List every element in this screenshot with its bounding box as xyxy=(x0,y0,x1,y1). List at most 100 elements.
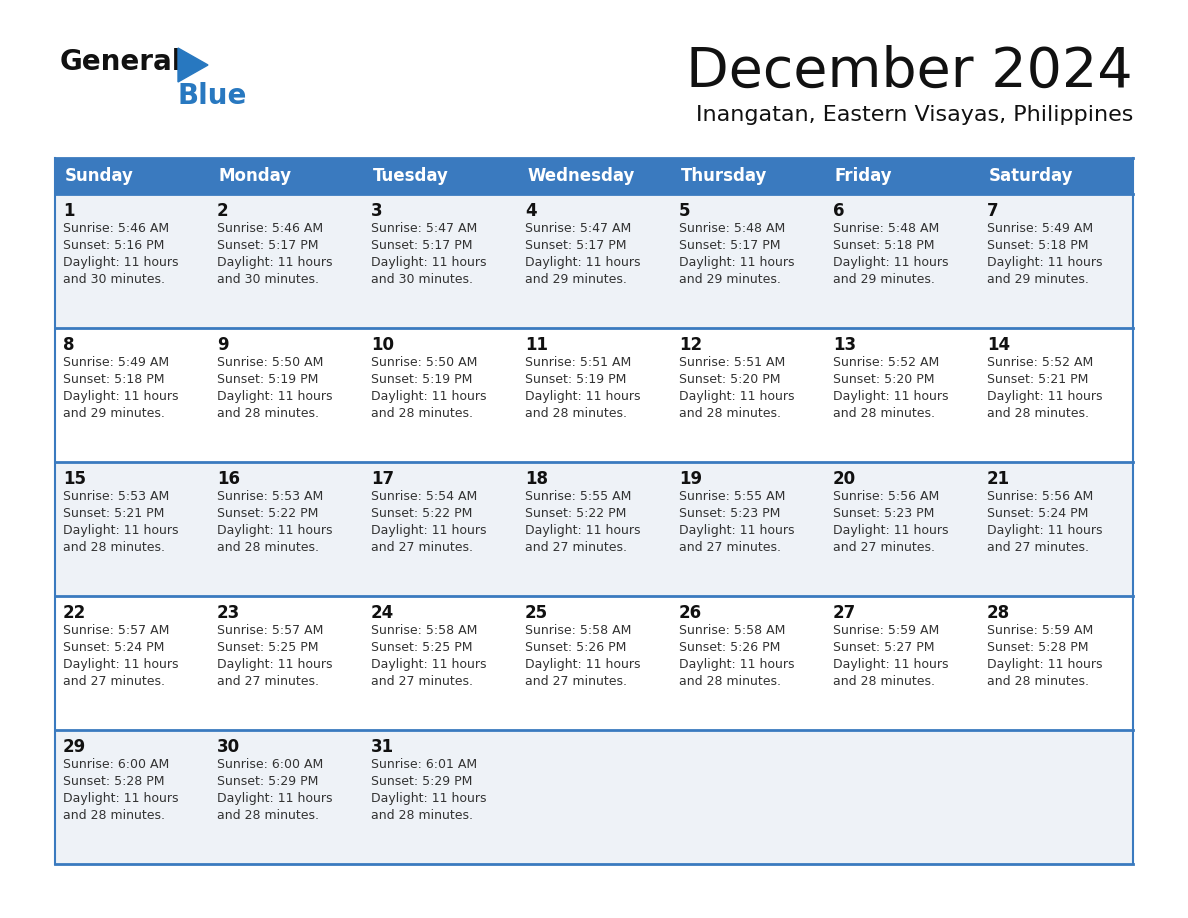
Text: 26: 26 xyxy=(680,604,702,622)
Text: 4: 4 xyxy=(525,202,537,220)
Text: 12: 12 xyxy=(680,336,702,354)
Text: Sunset: 5:20 PM: Sunset: 5:20 PM xyxy=(680,373,781,386)
Text: Sunrise: 6:01 AM: Sunrise: 6:01 AM xyxy=(371,758,478,771)
Text: Daylight: 11 hours: Daylight: 11 hours xyxy=(525,658,640,671)
Text: Daylight: 11 hours: Daylight: 11 hours xyxy=(833,256,948,269)
Text: 15: 15 xyxy=(63,470,86,488)
Text: Sunset: 5:18 PM: Sunset: 5:18 PM xyxy=(833,239,935,252)
Text: Sunset: 5:18 PM: Sunset: 5:18 PM xyxy=(987,239,1088,252)
Text: 2: 2 xyxy=(217,202,228,220)
Text: 31: 31 xyxy=(371,738,394,756)
Bar xyxy=(55,194,1133,328)
Text: and 27 minutes.: and 27 minutes. xyxy=(987,541,1089,554)
Text: and 28 minutes.: and 28 minutes. xyxy=(680,407,781,420)
Text: and 28 minutes.: and 28 minutes. xyxy=(217,809,320,822)
Text: Sunrise: 5:50 AM: Sunrise: 5:50 AM xyxy=(217,356,323,369)
Text: 30: 30 xyxy=(217,738,240,756)
Text: and 27 minutes.: and 27 minutes. xyxy=(217,675,320,688)
Text: Inangatan, Eastern Visayas, Philippines: Inangatan, Eastern Visayas, Philippines xyxy=(696,105,1133,125)
Text: and 29 minutes.: and 29 minutes. xyxy=(63,407,165,420)
Text: and 28 minutes.: and 28 minutes. xyxy=(987,675,1089,688)
Text: Daylight: 11 hours: Daylight: 11 hours xyxy=(680,256,795,269)
Text: Sunset: 5:29 PM: Sunset: 5:29 PM xyxy=(217,775,318,788)
Text: Sunrise: 5:48 AM: Sunrise: 5:48 AM xyxy=(833,222,940,235)
Text: 16: 16 xyxy=(217,470,240,488)
Text: Daylight: 11 hours: Daylight: 11 hours xyxy=(371,658,487,671)
Text: Sunset: 5:17 PM: Sunset: 5:17 PM xyxy=(371,239,473,252)
Text: 19: 19 xyxy=(680,470,702,488)
Text: Sunset: 5:21 PM: Sunset: 5:21 PM xyxy=(63,507,164,520)
Text: 13: 13 xyxy=(833,336,857,354)
Text: Sunrise: 5:58 AM: Sunrise: 5:58 AM xyxy=(680,624,785,637)
Text: Sunset: 5:17 PM: Sunset: 5:17 PM xyxy=(217,239,318,252)
Bar xyxy=(55,158,1133,194)
Text: and 28 minutes.: and 28 minutes. xyxy=(63,809,165,822)
Text: Sunset: 5:26 PM: Sunset: 5:26 PM xyxy=(525,641,626,654)
Text: Sunrise: 5:49 AM: Sunrise: 5:49 AM xyxy=(987,222,1093,235)
Text: and 27 minutes.: and 27 minutes. xyxy=(371,541,473,554)
Text: and 28 minutes.: and 28 minutes. xyxy=(217,541,320,554)
Text: Daylight: 11 hours: Daylight: 11 hours xyxy=(987,390,1102,403)
Text: 8: 8 xyxy=(63,336,75,354)
Text: Daylight: 11 hours: Daylight: 11 hours xyxy=(63,792,178,805)
Text: Sunrise: 5:53 AM: Sunrise: 5:53 AM xyxy=(63,490,169,503)
Text: Thursday: Thursday xyxy=(681,167,767,185)
Text: and 28 minutes.: and 28 minutes. xyxy=(525,407,627,420)
Text: and 29 minutes.: and 29 minutes. xyxy=(987,273,1089,286)
Text: Daylight: 11 hours: Daylight: 11 hours xyxy=(680,524,795,537)
Text: Sunrise: 5:57 AM: Sunrise: 5:57 AM xyxy=(63,624,170,637)
Text: Daylight: 11 hours: Daylight: 11 hours xyxy=(217,390,333,403)
Text: and 27 minutes.: and 27 minutes. xyxy=(680,541,781,554)
Text: Sunset: 5:28 PM: Sunset: 5:28 PM xyxy=(63,775,164,788)
Text: 18: 18 xyxy=(525,470,548,488)
Text: and 28 minutes.: and 28 minutes. xyxy=(833,407,935,420)
Text: Daylight: 11 hours: Daylight: 11 hours xyxy=(63,524,178,537)
Polygon shape xyxy=(178,48,208,82)
Text: and 30 minutes.: and 30 minutes. xyxy=(217,273,320,286)
Text: Daylight: 11 hours: Daylight: 11 hours xyxy=(833,524,948,537)
Text: Daylight: 11 hours: Daylight: 11 hours xyxy=(371,256,487,269)
Text: Daylight: 11 hours: Daylight: 11 hours xyxy=(525,256,640,269)
Text: and 27 minutes.: and 27 minutes. xyxy=(371,675,473,688)
Text: Sunset: 5:18 PM: Sunset: 5:18 PM xyxy=(63,373,164,386)
Text: and 29 minutes.: and 29 minutes. xyxy=(833,273,935,286)
Text: Sunset: 5:16 PM: Sunset: 5:16 PM xyxy=(63,239,164,252)
Text: Sunrise: 5:54 AM: Sunrise: 5:54 AM xyxy=(371,490,478,503)
Text: and 28 minutes.: and 28 minutes. xyxy=(371,809,473,822)
Text: 5: 5 xyxy=(680,202,690,220)
Text: Sunrise: 5:59 AM: Sunrise: 5:59 AM xyxy=(987,624,1093,637)
Text: 20: 20 xyxy=(833,470,857,488)
Text: Sunset: 5:19 PM: Sunset: 5:19 PM xyxy=(217,373,318,386)
Text: 10: 10 xyxy=(371,336,394,354)
Text: Sunset: 5:27 PM: Sunset: 5:27 PM xyxy=(833,641,935,654)
Text: Daylight: 11 hours: Daylight: 11 hours xyxy=(217,524,333,537)
Text: and 27 minutes.: and 27 minutes. xyxy=(833,541,935,554)
Text: Sunrise: 6:00 AM: Sunrise: 6:00 AM xyxy=(217,758,323,771)
Text: Sunrise: 5:55 AM: Sunrise: 5:55 AM xyxy=(525,490,631,503)
Text: 29: 29 xyxy=(63,738,87,756)
Text: Sunset: 5:24 PM: Sunset: 5:24 PM xyxy=(63,641,164,654)
Text: Monday: Monday xyxy=(219,167,292,185)
Text: Daylight: 11 hours: Daylight: 11 hours xyxy=(63,256,178,269)
Text: December 2024: December 2024 xyxy=(687,45,1133,99)
Text: Daylight: 11 hours: Daylight: 11 hours xyxy=(833,390,948,403)
Text: Daylight: 11 hours: Daylight: 11 hours xyxy=(525,524,640,537)
Text: Daylight: 11 hours: Daylight: 11 hours xyxy=(833,658,948,671)
Text: Sunset: 5:20 PM: Sunset: 5:20 PM xyxy=(833,373,935,386)
Text: Daylight: 11 hours: Daylight: 11 hours xyxy=(371,792,487,805)
Text: Sunset: 5:23 PM: Sunset: 5:23 PM xyxy=(680,507,781,520)
Text: Sunset: 5:21 PM: Sunset: 5:21 PM xyxy=(987,373,1088,386)
Text: Sunset: 5:25 PM: Sunset: 5:25 PM xyxy=(371,641,473,654)
Text: and 27 minutes.: and 27 minutes. xyxy=(63,675,165,688)
Text: Blue: Blue xyxy=(178,82,247,110)
Text: Daylight: 11 hours: Daylight: 11 hours xyxy=(680,390,795,403)
Text: Sunrise: 5:49 AM: Sunrise: 5:49 AM xyxy=(63,356,169,369)
Text: Sunset: 5:28 PM: Sunset: 5:28 PM xyxy=(987,641,1088,654)
Text: Wednesday: Wednesday xyxy=(527,167,634,185)
Text: Sunrise: 5:53 AM: Sunrise: 5:53 AM xyxy=(217,490,323,503)
Text: Daylight: 11 hours: Daylight: 11 hours xyxy=(371,390,487,403)
Text: 11: 11 xyxy=(525,336,548,354)
Text: 28: 28 xyxy=(987,604,1010,622)
Text: Daylight: 11 hours: Daylight: 11 hours xyxy=(217,792,333,805)
Bar xyxy=(55,596,1133,730)
